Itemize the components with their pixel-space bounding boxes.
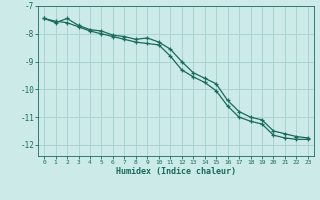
- X-axis label: Humidex (Indice chaleur): Humidex (Indice chaleur): [116, 167, 236, 176]
